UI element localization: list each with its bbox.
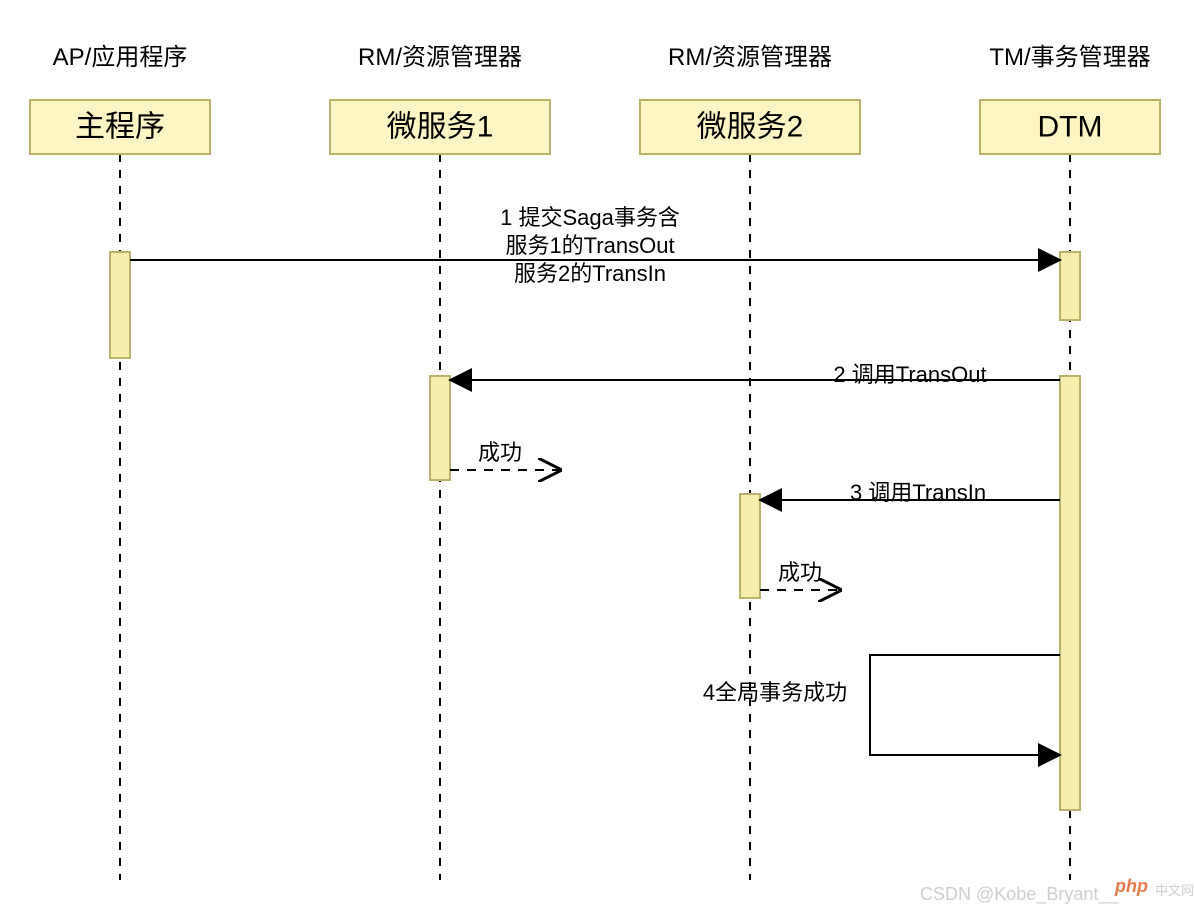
participant-label-tm: DTM [1038, 111, 1103, 144]
message-label-2-0: 成功 [478, 440, 522, 465]
message-label-0-1: 服务1的TransOut [505, 233, 674, 258]
message-label-1-0: 2 调用TransOut [833, 362, 986, 387]
self-message-0 [870, 655, 1060, 755]
activation-tm-1 [1060, 252, 1080, 320]
role-label-ap: AP/应用程序 [53, 44, 188, 71]
watermark-csdn: CSDN @Kobe_Bryant__ [920, 884, 1119, 905]
watermark-php: php [1114, 876, 1148, 896]
sequence-diagram: AP/应用程序 RM/资源管理器 RM/资源管理器 TM/事务管理器主程序 微服务1 微服… [0, 0, 1194, 916]
message-label-4-0: 成功 [778, 560, 822, 585]
message-label-3-0: 3 调用TransIn [850, 480, 986, 505]
role-label-rm2: RM/资源管理器 [668, 44, 832, 71]
message-label-0-2: 服务2的TransIn [514, 261, 666, 286]
self-message-label-0: 4全局事务成功 [703, 680, 847, 705]
participant-label-rm2: 微服务2 [697, 111, 804, 144]
message-label-0-0: 1 提交Saga事务含 [500, 205, 680, 230]
activation-tm-3 [1060, 376, 1080, 810]
watermark-cn: 中文网 [1155, 883, 1194, 898]
activation-rm1-2 [430, 376, 450, 480]
activation-ap-0 [110, 252, 130, 358]
participant-label-rm1: 微服务1 [387, 111, 494, 144]
role-label-rm1: RM/资源管理器 [358, 44, 522, 71]
role-label-tm: TM/事务管理器 [989, 44, 1150, 71]
activation-rm2-4 [740, 494, 760, 598]
participant-label-ap: 主程序 [75, 111, 165, 144]
